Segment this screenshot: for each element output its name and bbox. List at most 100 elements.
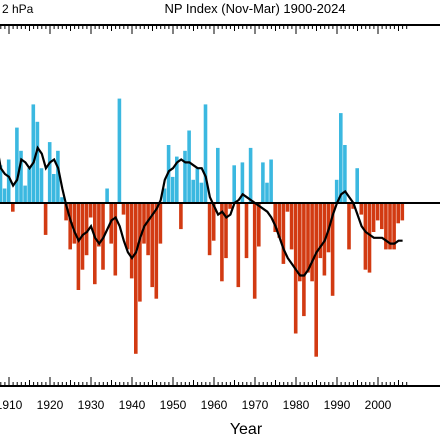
bar-1965 xyxy=(232,165,236,203)
bar-2002 xyxy=(384,203,388,250)
x-tick-label-1910: 1910 xyxy=(0,398,23,412)
bar-1975 xyxy=(273,203,277,232)
bar-1929 xyxy=(84,203,89,256)
bar-1941 xyxy=(134,203,138,354)
bar-1959 xyxy=(207,203,212,256)
x-axis-label: Year xyxy=(230,421,263,438)
bar-1932 xyxy=(97,203,101,247)
bar-1978 xyxy=(285,203,290,212)
bar-1910 xyxy=(6,159,11,203)
bar-1951 xyxy=(175,156,179,203)
bar-1992 xyxy=(343,145,347,203)
bar-1952 xyxy=(179,203,183,230)
bar-1983 xyxy=(306,203,310,273)
bar-1977 xyxy=(281,203,286,264)
x-tick-label-1930: 1930 xyxy=(78,398,105,412)
bar-1985 xyxy=(314,203,318,357)
bar-1962 xyxy=(220,203,224,282)
bar-1920 xyxy=(47,142,52,203)
bar-1994 xyxy=(351,203,355,209)
bar-1976 xyxy=(277,203,282,238)
bar-1995 xyxy=(355,168,359,203)
bar-1914 xyxy=(23,185,27,203)
x-tick-label-1970: 1970 xyxy=(242,398,269,412)
bar-1939 xyxy=(125,203,130,250)
bar-1934 xyxy=(105,188,109,203)
bar-1948 xyxy=(162,188,167,203)
bar-1930 xyxy=(88,203,93,218)
bar-1931 xyxy=(93,203,97,285)
bar-1986 xyxy=(318,203,323,259)
bar-1911 xyxy=(11,203,15,212)
bar-1973 xyxy=(265,182,269,203)
x-tick-label-1950: 1950 xyxy=(160,398,187,412)
bar-1972 xyxy=(261,162,265,203)
bar-1960 xyxy=(211,203,216,241)
bar-1993 xyxy=(347,203,351,250)
bars-group xyxy=(0,98,405,357)
bar-1961 xyxy=(216,147,220,203)
bar-1982 xyxy=(302,203,306,317)
y-unit-label: 2 hPa xyxy=(2,2,34,16)
bar-1958 xyxy=(203,104,208,203)
bar-1979 xyxy=(289,203,294,250)
bar-1918 xyxy=(39,168,44,203)
bar-1996 xyxy=(359,203,364,215)
bar-1942 xyxy=(138,203,142,302)
bar-1947 xyxy=(158,203,163,244)
bar-1912 xyxy=(15,127,19,203)
bar-1974 xyxy=(269,159,273,203)
bar-1991 xyxy=(339,113,343,203)
bar-1915 xyxy=(27,168,31,203)
bar-1971 xyxy=(257,203,261,247)
x-tick-label-1920: 1920 xyxy=(37,398,64,412)
x-tick-label-2000: 2000 xyxy=(365,398,392,412)
bar-1989 xyxy=(330,203,335,296)
bar-1969 xyxy=(248,147,253,203)
bar-1924 xyxy=(64,203,68,221)
bar-2000 xyxy=(375,203,380,221)
bar-1926 xyxy=(72,203,77,244)
bar-1908 xyxy=(0,165,3,203)
bar-1944 xyxy=(146,203,150,256)
bar-1981 xyxy=(298,203,302,282)
bar-1927 xyxy=(76,203,81,290)
bar-1925 xyxy=(68,203,72,250)
bar-1922 xyxy=(56,150,60,203)
bar-2006 xyxy=(400,203,405,221)
bar-1956 xyxy=(195,168,200,203)
bar-1955 xyxy=(191,179,195,203)
bar-1953 xyxy=(183,150,187,203)
bar-1923 xyxy=(60,197,64,203)
x-tick-label-1990: 1990 xyxy=(324,398,351,412)
x-tick-label-1940: 1940 xyxy=(119,398,146,412)
top-axis xyxy=(0,24,440,34)
bar-2005 xyxy=(396,203,400,224)
chart-title: NP Index (Nov-Mar) 1900-2024 xyxy=(164,1,345,16)
bar-1909 xyxy=(2,188,7,203)
bar-2001 xyxy=(380,203,384,230)
bar-1916 xyxy=(31,104,36,203)
bar-1964 xyxy=(228,203,232,209)
bar-1970 xyxy=(252,203,257,299)
bar-1999 xyxy=(371,203,376,232)
bar-1913 xyxy=(19,150,23,203)
bar-2003 xyxy=(388,203,392,250)
bar-1936 xyxy=(113,203,118,276)
bar-1940 xyxy=(129,203,134,279)
bar-1966 xyxy=(236,203,241,288)
bar-1945 xyxy=(150,203,154,288)
bar-1957 xyxy=(199,182,204,203)
bar-1984 xyxy=(310,203,314,282)
bar-1917 xyxy=(35,121,40,203)
bar-1937 xyxy=(117,98,122,203)
bar-2004 xyxy=(392,203,396,250)
bar-1921 xyxy=(52,174,56,203)
bottom-axis: 1910 1920 1930 1940 1950 1960 1970 1980 1990 2000 xyxy=(0,377,440,412)
bar-1946 xyxy=(154,203,159,299)
bar-1950 xyxy=(170,176,175,203)
x-tick-label-1980: 1980 xyxy=(283,398,310,412)
bar-1967 xyxy=(240,162,245,203)
bar-1954 xyxy=(187,130,191,203)
